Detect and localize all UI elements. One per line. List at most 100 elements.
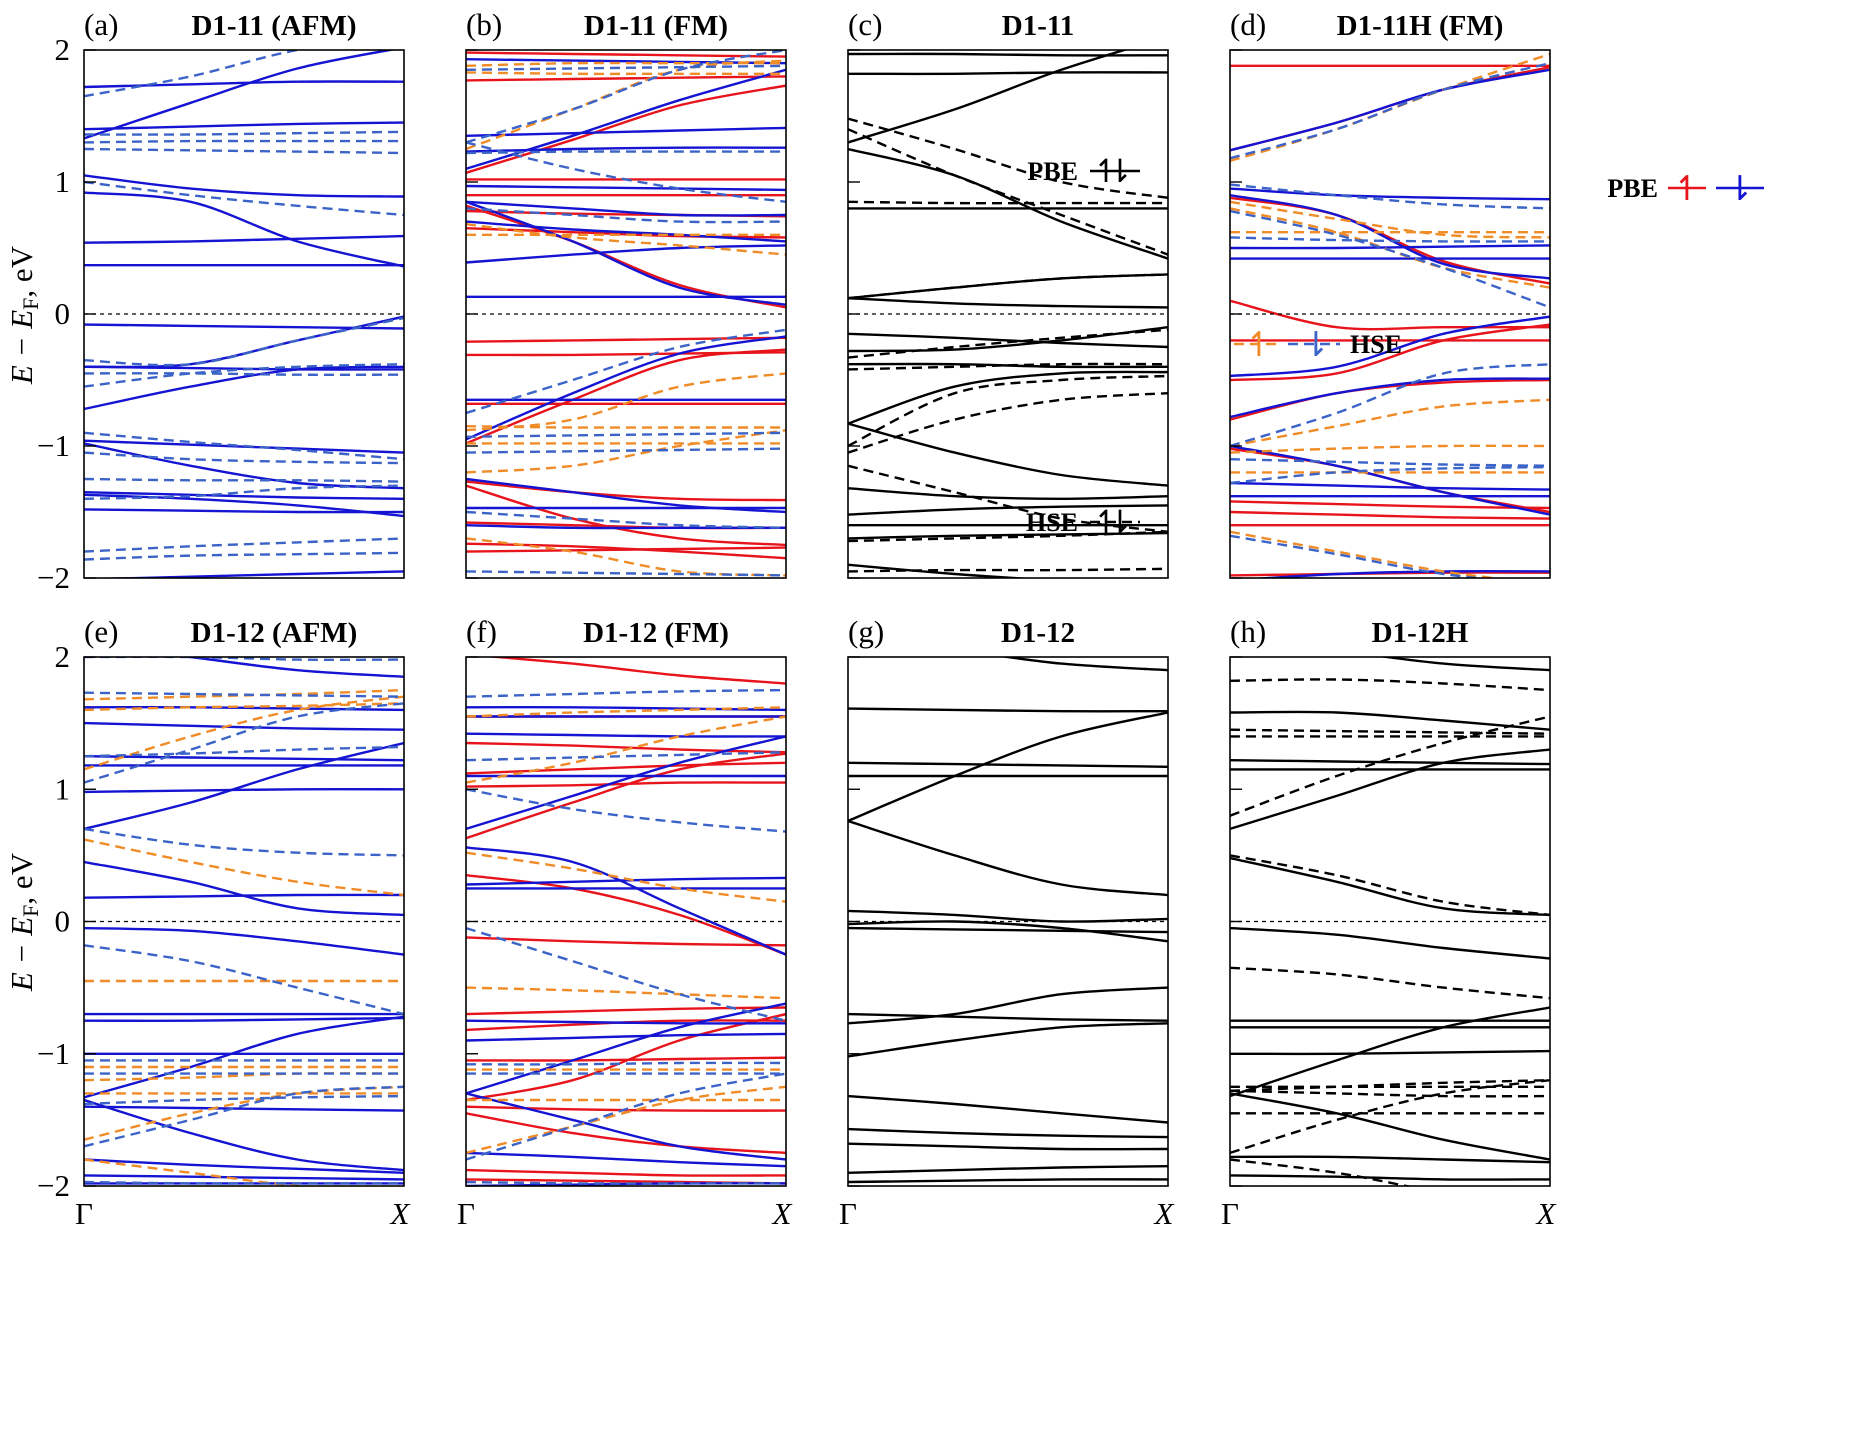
band-line	[466, 1112, 786, 1155]
spin-down-arrow: ⇂	[1107, 503, 1134, 541]
band-line	[466, 1092, 786, 1161]
y-axis-label-top: E − EF, eV	[4, 245, 43, 385]
band-line	[466, 484, 786, 547]
band-line	[466, 59, 786, 151]
band-line	[466, 1061, 786, 1066]
panel-title: D1-11 (FM)	[584, 10, 728, 42]
series-pbe-down	[466, 58, 786, 530]
band-line	[466, 223, 786, 256]
band-line	[1230, 1092, 1550, 1161]
y-axis-label-text: E − EF, eV	[4, 852, 43, 992]
band-line	[466, 1072, 786, 1161]
band-line	[466, 570, 786, 577]
band-line	[1230, 710, 1550, 731]
band-line	[848, 147, 1168, 260]
band-line	[84, 139, 404, 144]
band-line	[466, 184, 786, 192]
legend-hse-label: HSE	[1026, 508, 1078, 537]
band-line	[466, 372, 786, 432]
band-line	[848, 332, 1168, 349]
panel-letter: (h)	[1230, 614, 1266, 649]
band-line	[84, 147, 404, 155]
band-line	[1230, 315, 1550, 378]
band-line	[1230, 68, 1550, 152]
band-line	[1230, 209, 1550, 309]
panel-letter: (a)	[84, 7, 118, 42]
band-line	[1230, 62, 1550, 160]
band-line	[848, 128, 1168, 256]
band-line	[848, 1022, 1168, 1058]
band-line	[848, 1012, 1168, 1022]
band-line	[1230, 856, 1550, 917]
band-line	[466, 876, 786, 886]
band-line	[84, 1094, 404, 1106]
band-line	[1230, 678, 1550, 692]
band-line	[466, 126, 786, 137]
band-line	[84, 1174, 404, 1181]
band-line	[84, 372, 404, 376]
x-tick-label-x: X	[1153, 1196, 1175, 1231]
x-tick-label-gamma: Γ	[457, 1196, 475, 1231]
band-line	[466, 447, 786, 454]
band-line	[848, 392, 1168, 454]
y-tick-label: 2	[55, 639, 71, 674]
band-line	[848, 52, 1168, 57]
band-line	[84, 316, 404, 367]
band-line	[466, 874, 786, 956]
legend-pbe-label: PBE	[1027, 157, 1078, 186]
y-tick-label: 0	[55, 904, 71, 939]
panel-f: (f) D1-12 (FM) Γ X	[457, 614, 792, 1231]
band-line	[466, 220, 786, 243]
band-line	[84, 130, 404, 136]
series-pbe	[848, 657, 1168, 1184]
band-line	[84, 363, 404, 388]
band-line	[84, 741, 404, 831]
band-line	[84, 705, 404, 712]
band-line	[1230, 728, 1550, 735]
band-line	[466, 846, 786, 956]
bands	[84, 50, 404, 578]
band-line	[466, 477, 786, 514]
series-hse-down	[84, 657, 404, 1185]
band-line	[466, 1006, 786, 1016]
band-line	[84, 944, 404, 1016]
bands	[848, 50, 1168, 578]
band-line	[84, 121, 404, 131]
band-line	[1230, 465, 1550, 485]
panel-title: D1-12 (FM)	[583, 617, 729, 649]
bands	[84, 657, 404, 1186]
band-line	[848, 273, 1168, 300]
y-tick-label: 2	[55, 32, 71, 67]
band-line	[848, 1142, 1168, 1151]
x-tick-label-gamma: Γ	[839, 1196, 857, 1231]
band-line	[848, 71, 1168, 76]
band-line	[1230, 398, 1550, 448]
band-line	[848, 328, 1168, 359]
band-line	[1230, 748, 1550, 831]
panel-title: D1-12	[1001, 617, 1075, 649]
band-line	[84, 721, 404, 731]
series-hse	[848, 117, 1168, 573]
band-line	[84, 1016, 404, 1022]
band-line	[1230, 1079, 1550, 1155]
band-line	[466, 141, 786, 203]
band-line	[466, 1019, 786, 1025]
series-hse	[84, 50, 404, 561]
band-line	[84, 838, 404, 897]
band-line	[1230, 854, 1550, 917]
band-line	[466, 926, 786, 1022]
bands	[848, 657, 1168, 1184]
series-hse-down	[466, 50, 786, 577]
x-tick-label-x: X	[771, 1196, 793, 1231]
panel-title: D1-11H (FM)	[1337, 10, 1504, 42]
panel-letter: (c)	[848, 7, 882, 42]
panel-letter: (e)	[84, 614, 118, 649]
bands	[1230, 657, 1550, 1186]
band-line	[466, 735, 786, 831]
y-tick-label: 0	[55, 296, 71, 331]
spin-up-arrow: ↿	[1673, 169, 1702, 209]
band-line	[84, 1085, 404, 1148]
x-tick-label-x: X	[1535, 1196, 1557, 1231]
band-line	[1230, 1079, 1550, 1092]
